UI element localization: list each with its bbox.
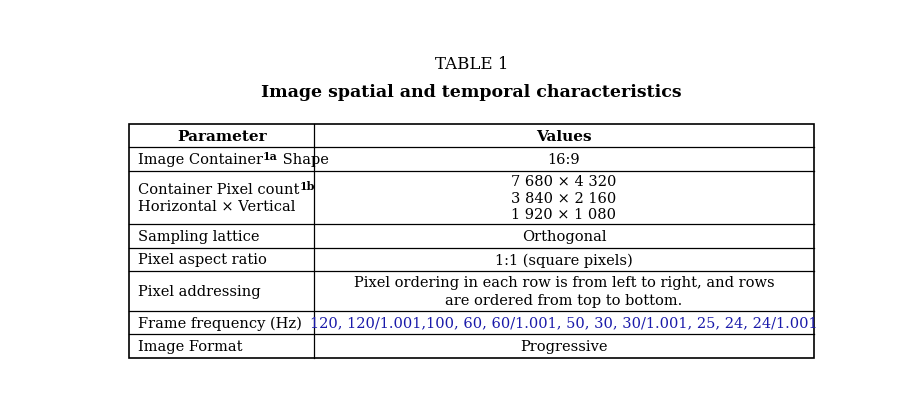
Text: 7 680 × 4 320: 7 680 × 4 320 [511,175,616,189]
Text: Progressive: Progressive [519,339,607,353]
Text: 1:1 (square pixels): 1:1 (square pixels) [494,253,632,267]
Text: Image Container: Image Container [138,153,263,166]
Text: are ordered from top to bottom.: are ordered from top to bottom. [445,293,682,307]
Text: Frame frequency (Hz): Frame frequency (Hz) [138,316,301,330]
Text: 16:9: 16:9 [547,153,580,166]
Text: Pixel aspect ratio: Pixel aspect ratio [138,253,267,267]
Text: Pixel ordering in each row is from left to right, and rows: Pixel ordering in each row is from left … [353,276,774,290]
Text: 120, 120/1.001,100, 60, 60/1.001, 50, 30, 30/1.001, 25, 24, 24/1.001: 120, 120/1.001,100, 60, 60/1.001, 50, 30… [310,316,817,330]
Text: Image spatial and temporal characteristics: Image spatial and temporal characteristi… [261,84,681,101]
Text: 1a: 1a [263,151,278,161]
Text: 3 840 × 2 160: 3 840 × 2 160 [511,191,616,205]
Text: TABLE 1: TABLE 1 [435,55,507,72]
Text: Container Pixel count: Container Pixel count [138,183,299,197]
Text: 1b: 1b [299,181,314,192]
Text: Values: Values [536,129,591,143]
Text: Orthogonal: Orthogonal [521,229,606,243]
Text: 1 920 × 1 080: 1 920 × 1 080 [511,207,616,221]
Text: Image Format: Image Format [138,339,242,353]
Text: Parameter: Parameter [176,129,267,143]
Text: Horizontal × Vertical: Horizontal × Vertical [138,199,295,213]
Text: Pixel addressing: Pixel addressing [138,284,260,298]
Text: Shape: Shape [278,153,328,166]
Text: Sampling lattice: Sampling lattice [138,229,259,243]
